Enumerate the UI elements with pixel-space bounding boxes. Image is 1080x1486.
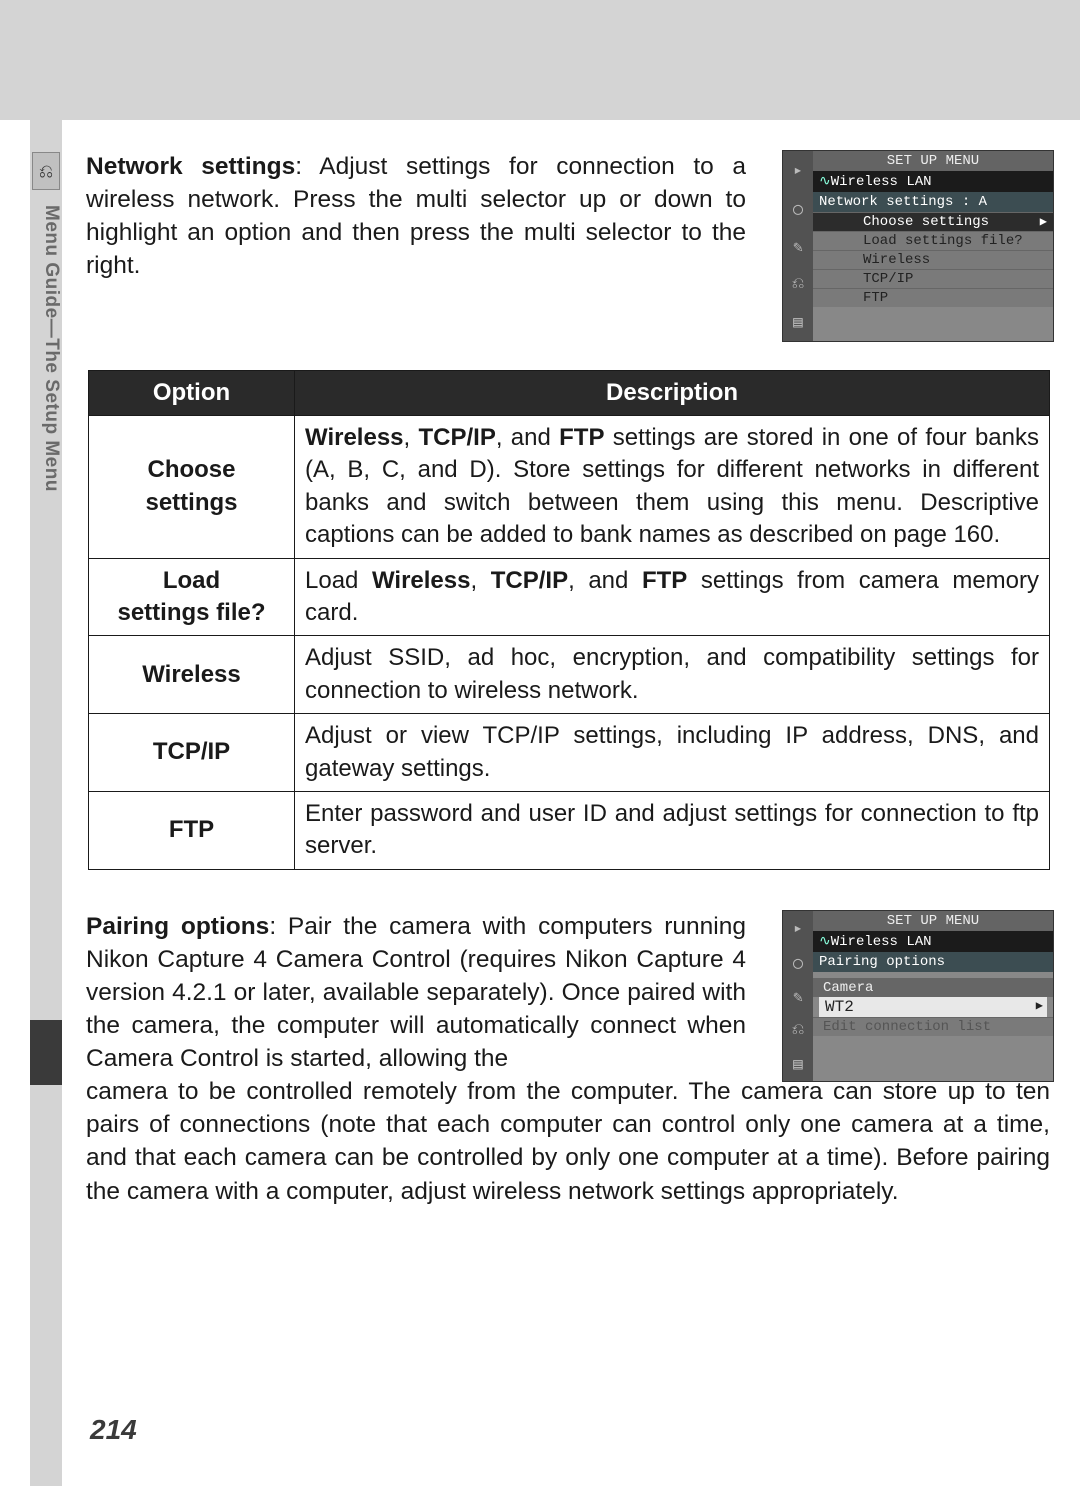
- lcd1-icon-strip: ▸ ◯ ✎ ⎌ ▤: [783, 151, 813, 341]
- option-cell: Loadsettings file?: [89, 558, 295, 636]
- description-cell: Adjust SSID, ad hoc, encryption, and com…: [295, 636, 1050, 714]
- page-number: 214: [90, 1414, 137, 1446]
- sidebar-section-label: Menu Guide—The Setup Menu: [30, 205, 62, 492]
- lcd-screenshot-pairing-options: ▸ ◯ ✎ ⎌ ▤ SET UP MENU ∿Wireless LAN Pair…: [782, 910, 1054, 1082]
- option-cell: Wireless: [89, 636, 295, 714]
- table-row: TCP/IPAdjust or view TCP/IP settings, in…: [89, 714, 1050, 792]
- description-cell: Adjust or view TCP/IP settings, includin…: [295, 714, 1050, 792]
- lcd1-menu-row: Choose settings: [813, 212, 1053, 231]
- table-row: ChoosesettingsWireless, TCP/IP, and FTP …: [89, 416, 1050, 559]
- description-cell: Wireless, TCP/IP, and FTP settings are s…: [295, 416, 1050, 559]
- network-settings-bold: Network settings: [86, 153, 295, 180]
- lcd1-title: SET UP MENU: [813, 151, 1053, 171]
- lcd2-header: ∿Wireless LAN: [813, 931, 1053, 952]
- side-thumb-marker: [30, 1020, 62, 1085]
- lcd1-menu-row: FTP: [813, 288, 1053, 307]
- option-cell: TCP/IP: [89, 714, 295, 792]
- pairing-part2: camera to be controlled remotely from th…: [86, 1078, 1050, 1204]
- lcd1-menu-row: Wireless: [813, 250, 1053, 269]
- lcd2-camera-label: Camera: [813, 978, 1053, 997]
- table-row: FTPEnter password and user ID and adjust…: [89, 791, 1050, 869]
- description-cell: Load Wireless, TCP/IP, and FTP settings …: [295, 558, 1050, 636]
- network-options-table: Option Description ChoosesettingsWireles…: [88, 370, 1050, 870]
- setup-menu-icon: ⎌: [32, 152, 60, 190]
- lcd2-sub: Pairing options: [813, 952, 1053, 972]
- lcd-screenshot-network-settings: ▸ ◯ ✎ ⎌ ▤ SET UP MENU ∿Wireless LAN Netw…: [782, 150, 1054, 342]
- lcd1-menu-row: TCP/IP: [813, 269, 1053, 288]
- table-header-description: Description: [295, 371, 1050, 416]
- lcd2-title: SET UP MENU: [813, 911, 1053, 931]
- lcd1-header: ∿Wireless LAN: [813, 171, 1053, 192]
- table-header-option: Option: [89, 371, 295, 416]
- top-gray-bar: [0, 0, 1080, 120]
- table-row: WirelessAdjust SSID, ad hoc, encryption,…: [89, 636, 1050, 714]
- table-row: Loadsettings file?Load Wireless, TCP/IP,…: [89, 558, 1050, 636]
- pairing-options-bold: Pairing options: [86, 913, 269, 940]
- lcd2-input-value: WT2: [819, 997, 1047, 1017]
- option-cell: FTP: [89, 791, 295, 869]
- option-cell: Choosesettings: [89, 416, 295, 559]
- lcd2-dim-row: Edit connection list: [813, 1017, 1053, 1036]
- lcd1-sub: Network settings : A: [813, 192, 1053, 212]
- description-cell: Enter password and user ID and adjust se…: [295, 791, 1050, 869]
- network-settings-paragraph: Network settings: Adjust settings for co…: [86, 150, 746, 282]
- lcd2-icon-strip: ▸ ◯ ✎ ⎌ ▤: [783, 911, 813, 1081]
- lcd1-menu-row: Load settings file?: [813, 231, 1053, 250]
